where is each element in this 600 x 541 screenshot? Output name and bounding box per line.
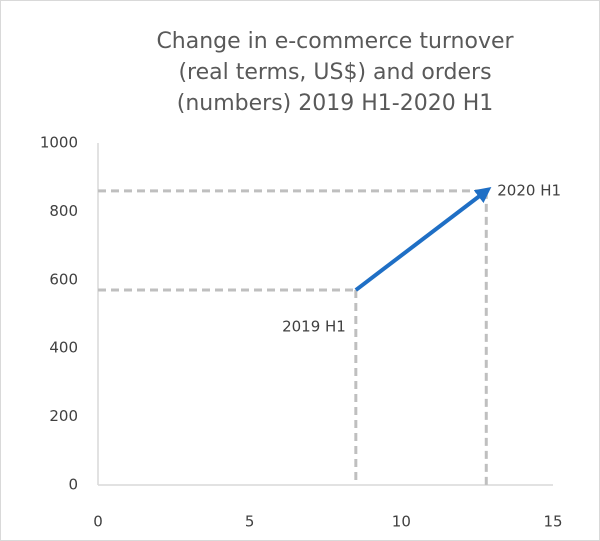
x-tick-label: 5 bbox=[245, 513, 255, 531]
chart-title: Change in e-commerce turnover bbox=[156, 29, 514, 54]
chart-title: (real terms, US$) and orders bbox=[178, 60, 491, 85]
y-tick-label: 0 bbox=[68, 476, 78, 494]
y-tick-label: 800 bbox=[49, 202, 78, 220]
arrow-line bbox=[354, 187, 492, 292]
point-label: 2019 H1 bbox=[282, 318, 346, 336]
x-tick-label: 0 bbox=[93, 513, 103, 531]
y-tick-label: 400 bbox=[49, 339, 78, 357]
point-label: 2020 H1 bbox=[497, 181, 561, 199]
y-tick-label: 200 bbox=[49, 407, 78, 425]
y-tick-label: 600 bbox=[49, 270, 78, 288]
y-tick-label: 1000 bbox=[40, 134, 78, 152]
x-tick-label: 10 bbox=[392, 513, 411, 531]
x-tick-label: 15 bbox=[543, 513, 562, 531]
chart-title: (numbers) 2019 H1-2020 H1 bbox=[177, 91, 493, 116]
